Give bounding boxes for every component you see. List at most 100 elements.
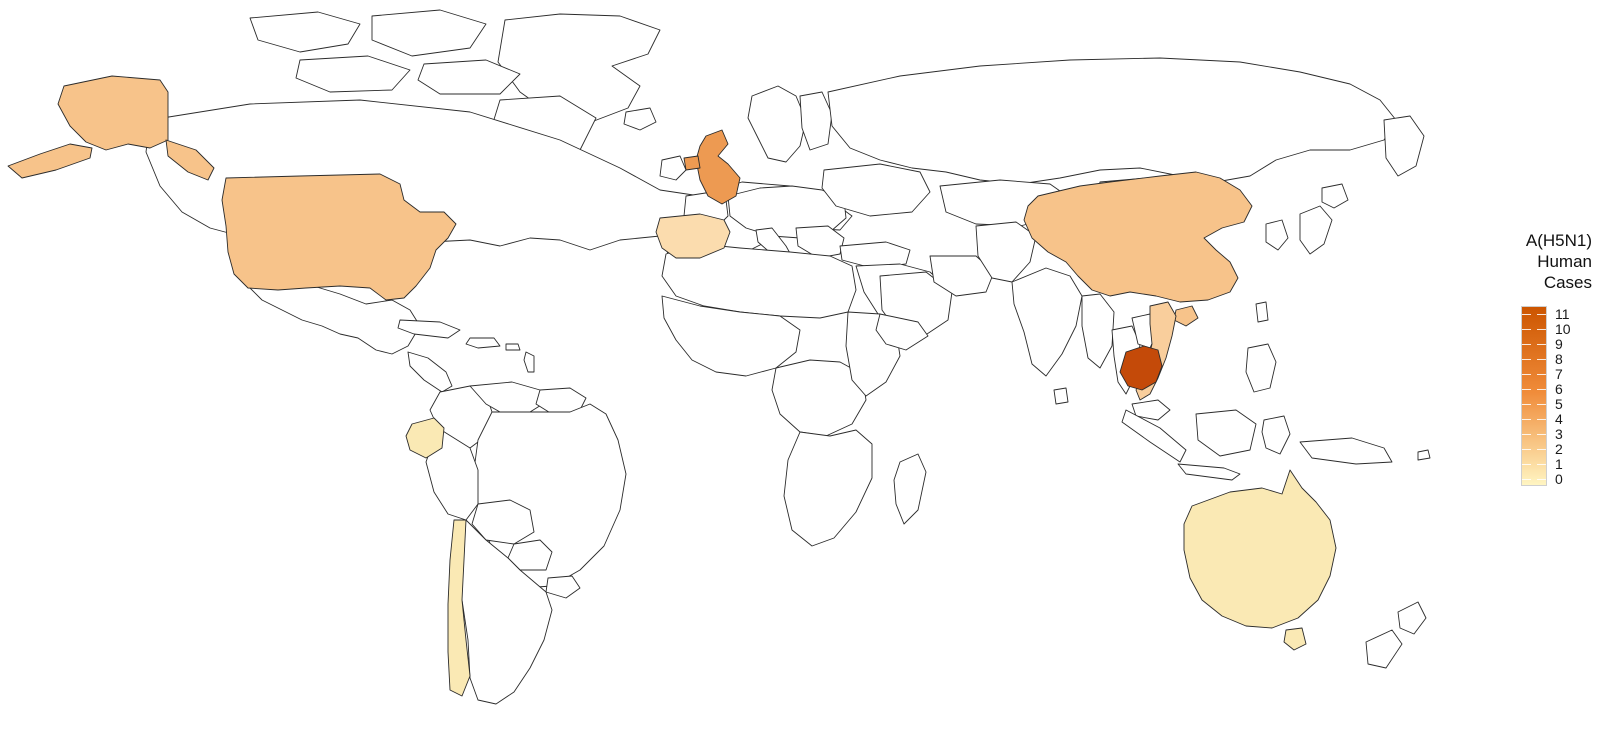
region-united-states-of-america[interactable] <box>222 174 456 300</box>
region-arctic-islands-3 <box>296 56 410 92</box>
legend-tick-6 <box>1522 388 1531 390</box>
legend-tick-1 <box>1522 463 1531 465</box>
region-java <box>1178 464 1240 480</box>
region-central-europe <box>728 186 846 238</box>
region-ecuador[interactable] <box>406 418 444 458</box>
region-misc-islands <box>1418 450 1430 460</box>
legend-tick-0 <box>1522 478 1531 480</box>
region-borneo <box>1196 410 1256 456</box>
region-finland <box>800 92 832 150</box>
region-uruguay <box>546 576 580 598</box>
legend-tick-right-0 <box>1537 478 1546 480</box>
legend-tick-right-7 <box>1537 373 1546 375</box>
region-china[interactable] <box>1024 172 1252 302</box>
region-arctic-islands-2 <box>372 10 486 56</box>
region-hainan[interactable] <box>1174 306 1198 326</box>
legend-colorbar[interactable] <box>1521 306 1547 486</box>
legend-tick-8 <box>1522 358 1531 360</box>
region-cambodia[interactable] <box>1120 346 1162 390</box>
region-iran <box>930 256 994 296</box>
region-new-zealand-south <box>1366 630 1402 668</box>
region-scandinavia <box>748 86 806 162</box>
region-japan <box>1300 206 1332 254</box>
legend-tick-11 <box>1522 313 1531 315</box>
region-alaska[interactable] <box>58 76 168 150</box>
region-lesser-antilles <box>524 352 534 372</box>
legend-label-10: 10 <box>1555 320 1571 337</box>
region-venezuela <box>470 382 546 412</box>
region-iceland <box>624 108 656 130</box>
region-taiwan <box>1256 302 1268 322</box>
legend-title: A(H5N1) Human Cases <box>1525 231 1592 292</box>
region-russia <box>828 58 1396 184</box>
region-arctic-islands-1 <box>250 12 360 52</box>
legend-tick-right-8 <box>1537 358 1546 360</box>
region-madagascar <box>894 454 926 524</box>
legend-label-6: 6 <box>1555 380 1563 397</box>
legend-tick-right-1 <box>1537 463 1546 465</box>
legend-label-5: 5 <box>1555 395 1563 412</box>
region-horn-of-africa <box>876 314 928 350</box>
region-northern-ireland[interactable] <box>684 156 700 170</box>
legend-label-2: 2 <box>1555 440 1563 457</box>
region-tasmania[interactable] <box>1284 628 1306 650</box>
region-puerto-rico <box>506 344 520 350</box>
legend-tick-9 <box>1522 343 1531 345</box>
legend-tick-7 <box>1522 373 1531 375</box>
legend-label-11: 11 <box>1555 305 1570 322</box>
region-aleutian-islands[interactable] <box>8 144 92 178</box>
region-sri-lanka <box>1054 388 1068 404</box>
legend-tick-right-6 <box>1537 388 1546 390</box>
region-turkey <box>840 242 910 268</box>
region-balkans <box>796 226 844 258</box>
legend-tick-right-9 <box>1537 343 1546 345</box>
region-philippines <box>1246 344 1276 392</box>
legend-label-4: 4 <box>1555 410 1563 427</box>
region-japan-hokkaido <box>1322 184 1348 208</box>
world-map-svg <box>0 0 1460 748</box>
legend-tick-10 <box>1522 328 1531 330</box>
world-map <box>0 0 1460 748</box>
data-regions <box>8 76 1336 696</box>
legend-colorbar-wrap: 11 10 9 8 7 6 5 4 3 2 1 0 <box>1521 306 1600 502</box>
legend-tick-marks <box>1521 306 1547 486</box>
region-bolivia <box>472 500 534 544</box>
region-new-guinea <box>1300 438 1392 464</box>
region-cuba <box>398 320 460 338</box>
region-eastern-europe <box>822 164 930 216</box>
region-chile[interactable] <box>448 520 470 696</box>
region-argentina <box>458 520 552 704</box>
region-united-kingdom[interactable] <box>696 130 740 204</box>
region-southern-africa <box>784 430 872 546</box>
region-sumatra <box>1122 410 1186 462</box>
legend-tick-right-11 <box>1537 313 1546 315</box>
legend-tick-right-10 <box>1537 328 1546 330</box>
region-ireland <box>660 156 686 180</box>
region-bangladesh-myanmar <box>1082 294 1114 368</box>
legend-tick-5 <box>1522 403 1531 405</box>
legend-tick-3 <box>1522 433 1531 435</box>
legend-label-1: 1 <box>1555 455 1563 472</box>
legend-label-8: 8 <box>1555 350 1563 367</box>
region-central-africa <box>772 360 866 436</box>
legend-tick-right-5 <box>1537 403 1546 405</box>
region-new-zealand-north <box>1398 602 1426 634</box>
region-kamchatka <box>1384 116 1424 176</box>
legend-tick-labels: 11 10 9 8 7 6 5 4 3 2 1 0 <box>1551 306 1597 486</box>
legend-label-3: 3 <box>1555 425 1563 442</box>
legend-label-0: 0 <box>1555 470 1563 487</box>
legend-label-9: 9 <box>1555 335 1563 352</box>
legend-tick-4 <box>1522 418 1531 420</box>
region-afghanistan-pakistan <box>976 222 1036 282</box>
region-arctic-islands-4 <box>418 60 520 94</box>
region-alaska-panhandle[interactable] <box>166 140 214 180</box>
region-spain[interactable] <box>656 214 730 258</box>
legend-tick-2 <box>1522 448 1531 450</box>
legend: A(H5N1) Human Cases 11 10 9 8 7 6 5 4 3 2 1 0 <box>1455 230 1600 520</box>
no-data-landmasses <box>146 10 1430 704</box>
legend-tick-right-3 <box>1537 433 1546 435</box>
region-australia[interactable] <box>1184 470 1336 628</box>
region-sulawesi <box>1262 416 1290 454</box>
region-malaysia <box>1132 400 1170 420</box>
